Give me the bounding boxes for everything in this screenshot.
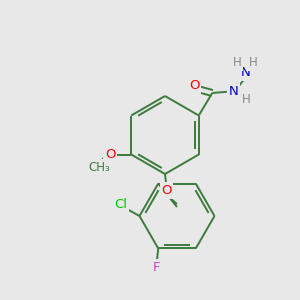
Text: N: N [240,66,250,79]
Text: O: O [161,184,172,197]
Text: methoxy: methoxy [97,167,103,168]
Text: CH₃: CH₃ [88,160,110,174]
Text: H: H [249,56,258,69]
Text: Cl: Cl [114,198,128,211]
Text: H: H [242,93,250,106]
Text: O: O [105,148,116,161]
Text: H: H [232,56,241,69]
Text: F: F [153,261,160,274]
Text: O: O [189,79,200,92]
Text: N: N [229,85,239,98]
